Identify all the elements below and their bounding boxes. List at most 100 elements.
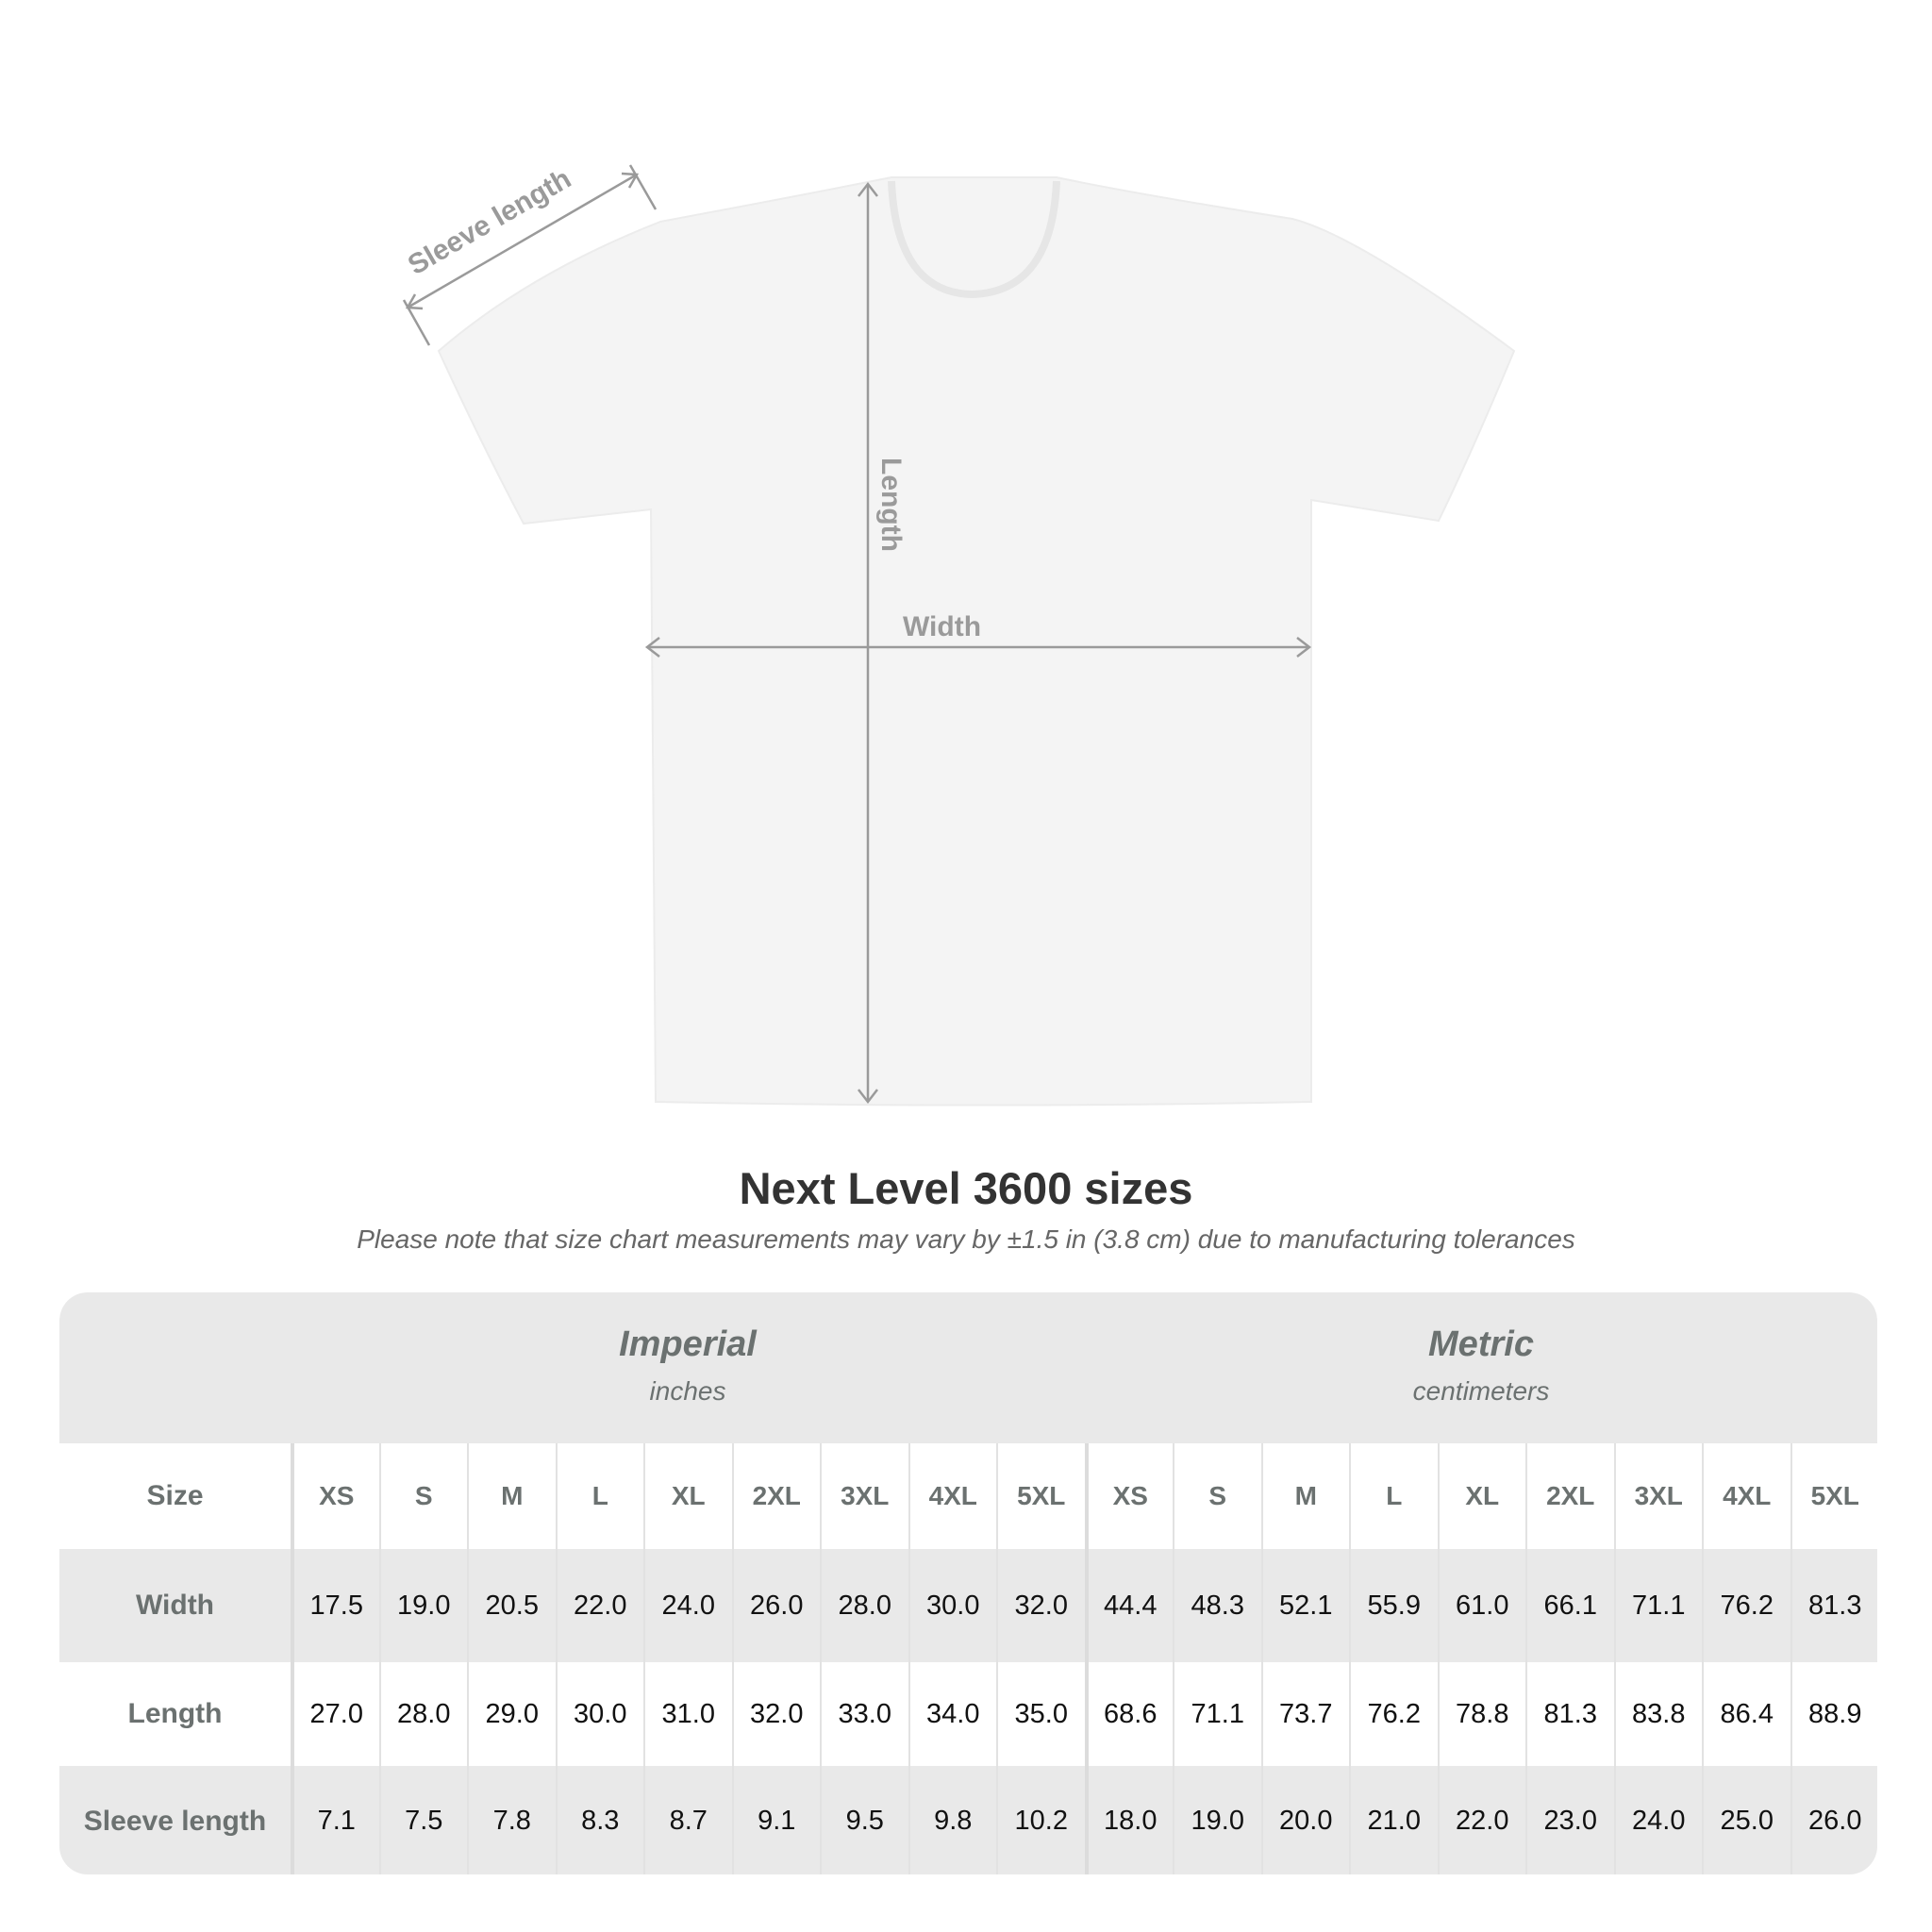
table-cell: 66.1 [1525, 1549, 1614, 1662]
table-cell: 7.5 [378, 1766, 468, 1874]
size-header-cell: M [1260, 1443, 1350, 1549]
table-cell: 81.3 [1525, 1662, 1614, 1766]
size-label: Size [146, 1480, 204, 1511]
table-cell: 18.0 [1084, 1766, 1174, 1874]
table-cell: 19.0 [1173, 1766, 1261, 1874]
tshirt-diagram: Sleeve length Length Width [402, 163, 1516, 1107]
table-cell: 21.0 [1349, 1766, 1438, 1874]
table-cell: 61.0 [1437, 1549, 1526, 1662]
table-cell: 7.8 [467, 1766, 556, 1874]
table-cell: 32.0 [731, 1662, 821, 1766]
table-cell: 17.5 [291, 1549, 379, 1662]
table-cell: 33.0 [820, 1662, 908, 1766]
arrow-down-icon [858, 1089, 878, 1105]
row-label: Length [127, 1698, 223, 1729]
table-cell: 29.0 [467, 1662, 556, 1766]
size-header-row: Size XS S M L XL 2XL 3XL 4XL 5XL XS S M L XL 2XL 3XL 4XL 5… [59, 1443, 1877, 1549]
size-header-cell: 2XL [731, 1443, 821, 1549]
arrow-up-icon [858, 181, 878, 197]
table-cell: 55.9 [1349, 1549, 1438, 1662]
size-header-cell: 5XL [1790, 1443, 1878, 1549]
table-cell: 10.2 [996, 1766, 1085, 1874]
table-cell: 19.0 [378, 1549, 468, 1662]
imperial-title: Imperial [619, 1324, 757, 1364]
table-cell: 30.0 [908, 1549, 997, 1662]
table-row: Width 17.5 19.0 20.5 22.0 24.0 26.0 28.0 30.0 32.… [59, 1549, 1877, 1662]
table-cell: 48.3 [1173, 1549, 1261, 1662]
size-header-cell: XL [643, 1443, 732, 1549]
arrow-icon [621, 172, 640, 189]
table-row: Length 27.0 28.0 29.0 30.0 31.0 32.0 33.0 34.0 35… [59, 1662, 1877, 1766]
tolerance-note: Please note that size chart measurements… [357, 1224, 1575, 1254]
table-cell: 71.1 [1173, 1662, 1261, 1766]
tshirt-shape [437, 176, 1516, 1107]
size-header-cell: 4XL [1702, 1443, 1790, 1549]
size-header-cell: 3XL [820, 1443, 908, 1549]
arrow-right-icon [1296, 637, 1312, 658]
table-cell: 73.7 [1260, 1662, 1350, 1766]
size-header-cell: 4XL [908, 1443, 997, 1549]
table-cell: 35.0 [996, 1662, 1085, 1766]
sleeve-line [407, 173, 638, 309]
size-header-cell: XS [1084, 1443, 1174, 1549]
sleeve-tick [628, 164, 658, 210]
table-cell: 9.5 [820, 1766, 908, 1874]
table-cell: 71.1 [1613, 1549, 1703, 1662]
table-cell: 68.6 [1084, 1662, 1174, 1766]
table-cell: 9.1 [731, 1766, 821, 1874]
size-header-cell: XL [1437, 1443, 1526, 1549]
metric-unit: centimeters [1412, 1376, 1550, 1406]
table-cell: 27.0 [291, 1662, 379, 1766]
row-label: Sleeve length [83, 1805, 267, 1837]
size-chart-table: Imperial inches Metric centimeters Size X… [59, 1292, 1877, 1874]
size-header-cell: S [1173, 1443, 1261, 1549]
arrow-left-icon [644, 637, 660, 658]
arrow-icon [405, 293, 424, 310]
table-cell: 24.0 [643, 1549, 732, 1662]
table-cell: 83.8 [1613, 1662, 1703, 1766]
size-header-cell: L [1349, 1443, 1438, 1549]
size-header-cell: 5XL [996, 1443, 1085, 1549]
table-cell: 32.0 [996, 1549, 1085, 1662]
table-cell: 8.7 [643, 1766, 732, 1874]
table-cell: 76.2 [1702, 1549, 1790, 1662]
size-header-cell: M [467, 1443, 556, 1549]
size-header-cell: 2XL [1525, 1443, 1614, 1549]
table-cell: 25.0 [1702, 1766, 1790, 1874]
table-row: Sleeve length 7.1 7.5 7.8 8.3 8.7 9.1 9.5 9.8 10.… [59, 1766, 1877, 1874]
imperial-unit: inches [649, 1376, 726, 1406]
width-label: Width [903, 611, 981, 642]
table-cell: 20.5 [467, 1549, 556, 1662]
table-cell: 86.4 [1702, 1662, 1790, 1766]
table-cell: 9.8 [908, 1766, 997, 1874]
table-cell: 30.0 [555, 1662, 644, 1766]
imperial-header: Imperial inches [291, 1292, 1085, 1443]
size-header-cell: XS [291, 1443, 379, 1549]
table-cell: 22.0 [1437, 1766, 1526, 1874]
table-cell: 20.0 [1260, 1766, 1350, 1874]
size-header-cell: L [555, 1443, 644, 1549]
table-cell: 81.3 [1790, 1549, 1878, 1662]
table-cell: 26.0 [1790, 1766, 1878, 1874]
length-label: Length [875, 458, 907, 552]
sleeve-label: Sleeve length [403, 163, 576, 281]
page-title: Next Level 3600 sizes [739, 1163, 1193, 1213]
table-cell: 22.0 [555, 1549, 644, 1662]
table-cell: 52.1 [1260, 1549, 1350, 1662]
size-header-cell: 3XL [1613, 1443, 1703, 1549]
size-header-cell: S [378, 1443, 468, 1549]
table-cell: 76.2 [1349, 1662, 1438, 1766]
table-cell: 34.0 [908, 1662, 997, 1766]
table-cell: 28.0 [820, 1549, 908, 1662]
table-cell: 23.0 [1525, 1766, 1614, 1874]
table-cell: 26.0 [731, 1549, 821, 1662]
table-cell: 7.1 [291, 1766, 379, 1874]
table-cell: 31.0 [643, 1662, 732, 1766]
table-cell: 78.8 [1437, 1662, 1526, 1766]
metric-header: Metric centimeters [1085, 1292, 1877, 1443]
metric-title: Metric [1428, 1324, 1534, 1364]
collar [888, 180, 1060, 299]
table-cell: 8.3 [555, 1766, 644, 1874]
row-label: Width [135, 1590, 215, 1621]
table-cell: 24.0 [1613, 1766, 1703, 1874]
